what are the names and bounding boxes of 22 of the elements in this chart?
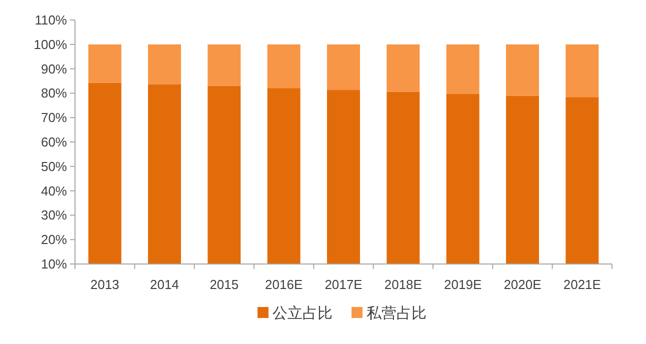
x-tick-label: 2021E — [563, 277, 602, 292]
x-tick-label: 2015 — [210, 277, 239, 292]
y-tick-label: 20% — [40, 232, 68, 248]
y-tick-label: 110% — [34, 12, 68, 28]
x-tick-label: 2016E — [265, 277, 303, 292]
y-tick-label: 50% — [40, 158, 68, 174]
legend-label: 私营占比 — [366, 305, 426, 322]
y-tick-label: 70% — [40, 110, 68, 126]
y-tick-label: 40% — [40, 183, 68, 198]
y-tick-label: 30% — [40, 208, 68, 223]
x-tick-label: 2018E — [384, 277, 422, 292]
x-tick-label: 2017E — [324, 277, 363, 292]
legend-label: 公立占比 — [272, 305, 332, 322]
x-tick-label: 2019E — [444, 277, 482, 292]
y-tick-label: 10% — [40, 256, 68, 272]
x-tick-label: 2020E — [504, 277, 542, 292]
y-tick-label: 60% — [40, 134, 68, 150]
y-tick-label: 90% — [40, 61, 68, 76]
x-tick-label: 2013 — [90, 277, 120, 292]
x-tick-label: 2014 — [150, 277, 179, 292]
y-tick-label: 80% — [40, 86, 68, 101]
y-tick-label: 100% — [34, 36, 68, 52]
